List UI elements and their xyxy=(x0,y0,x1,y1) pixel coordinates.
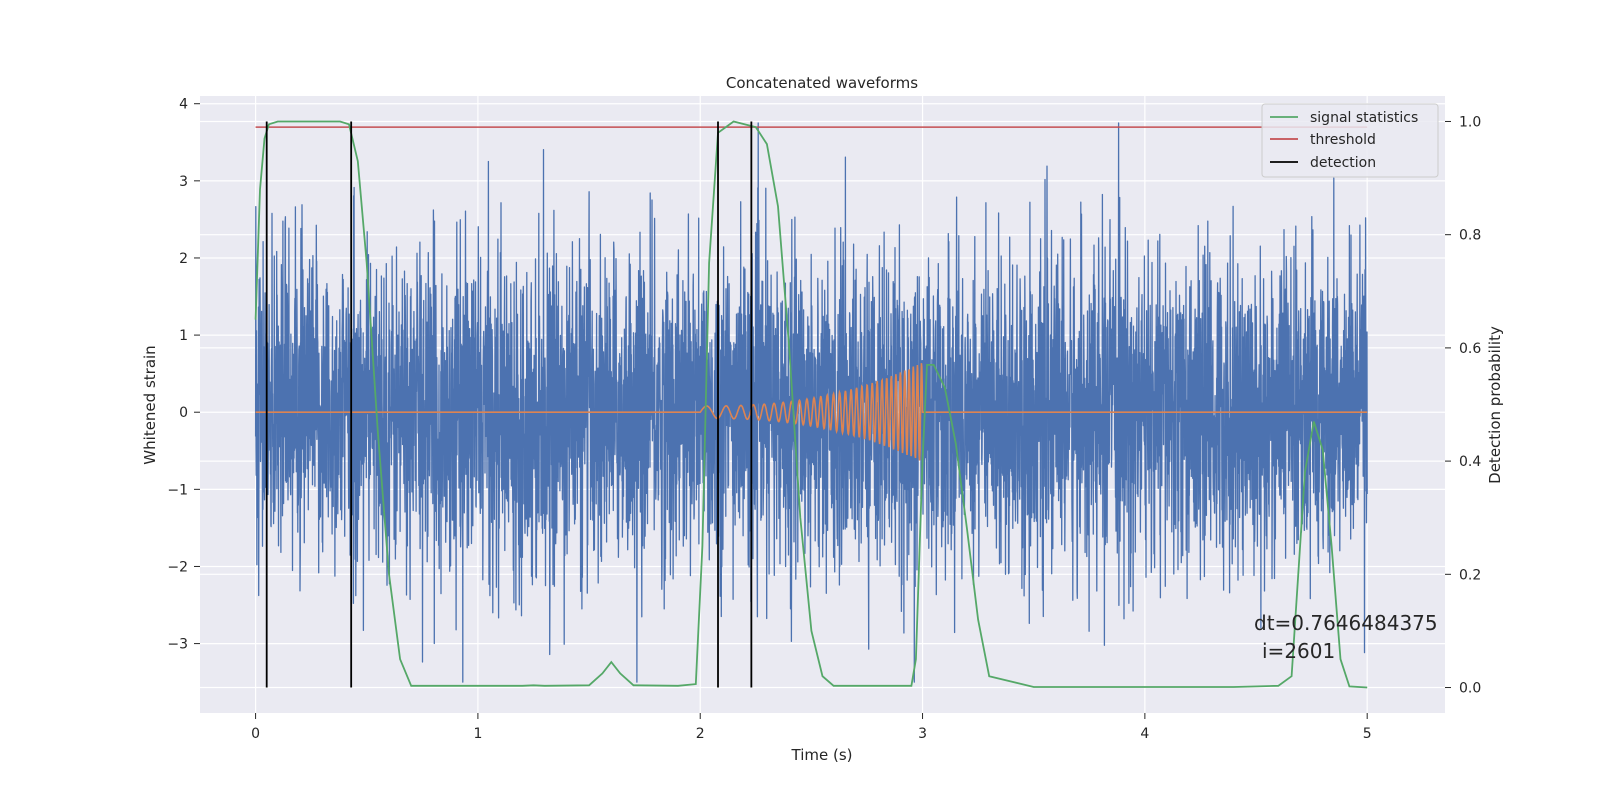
right-tick-label-2: 0.4 xyxy=(1459,454,1481,470)
x-tick-label-2: 2 xyxy=(696,726,705,742)
x-tick-label-1: 1 xyxy=(473,726,482,742)
left-tick-label-5: 2 xyxy=(179,251,188,267)
x-tick-label-0: 0 xyxy=(251,726,260,742)
right-tick-label-4: 0.8 xyxy=(1459,228,1481,244)
right-tick-label-3: 0.6 xyxy=(1459,341,1481,357)
chart-title: Concatenated waveforms xyxy=(726,74,918,92)
index-annotation: i=2601 xyxy=(1262,639,1335,663)
right-axis-label: Detection probability xyxy=(1486,326,1504,484)
legend-label-detection: detection xyxy=(1310,155,1376,171)
x-tick-label-3: 3 xyxy=(918,726,927,742)
noise-series-line xyxy=(254,122,1368,683)
injected-chirp-line xyxy=(255,363,1368,461)
left-tick-label-3: 0 xyxy=(179,405,188,421)
legend: signal statistics threshold detection xyxy=(1261,103,1439,178)
left-tick-label-1: −2 xyxy=(167,559,188,575)
left-axis-ticks: −3 −2 −1 0 1 2 3 4 xyxy=(167,97,200,653)
left-tick-label-4: 1 xyxy=(179,328,188,344)
right-axis-ticks: 0.0 0.2 0.4 0.6 0.8 1.0 xyxy=(1445,114,1481,697)
right-tick-label-5: 1.0 xyxy=(1459,114,1481,130)
legend-label-threshold: threshold xyxy=(1310,132,1376,148)
left-axis-label: Whitened strain xyxy=(141,345,159,464)
left-tick-label-2: −1 xyxy=(167,482,188,498)
right-tick-label-1: 0.2 xyxy=(1459,567,1481,583)
x-tick-label-4: 4 xyxy=(1140,726,1149,742)
x-tick-label-5: 5 xyxy=(1363,726,1372,742)
left-tick-label-7: 4 xyxy=(179,97,188,113)
right-tick-label-0: 0.0 xyxy=(1459,681,1481,697)
detection-lines xyxy=(265,121,753,688)
left-tick-label-0: −3 xyxy=(167,637,188,653)
x-axis-label: Time (s) xyxy=(791,746,853,764)
signal-statistics-line xyxy=(254,120,1368,689)
legend-frame xyxy=(1261,103,1439,178)
dt-annotation: dt=0.7646484375 xyxy=(1254,611,1438,635)
legend-label-signal-statistics: signal statistics xyxy=(1310,110,1418,126)
x-axis-ticks: 0 1 2 3 4 5 xyxy=(251,713,1372,742)
left-tick-label-6: 3 xyxy=(179,174,188,190)
